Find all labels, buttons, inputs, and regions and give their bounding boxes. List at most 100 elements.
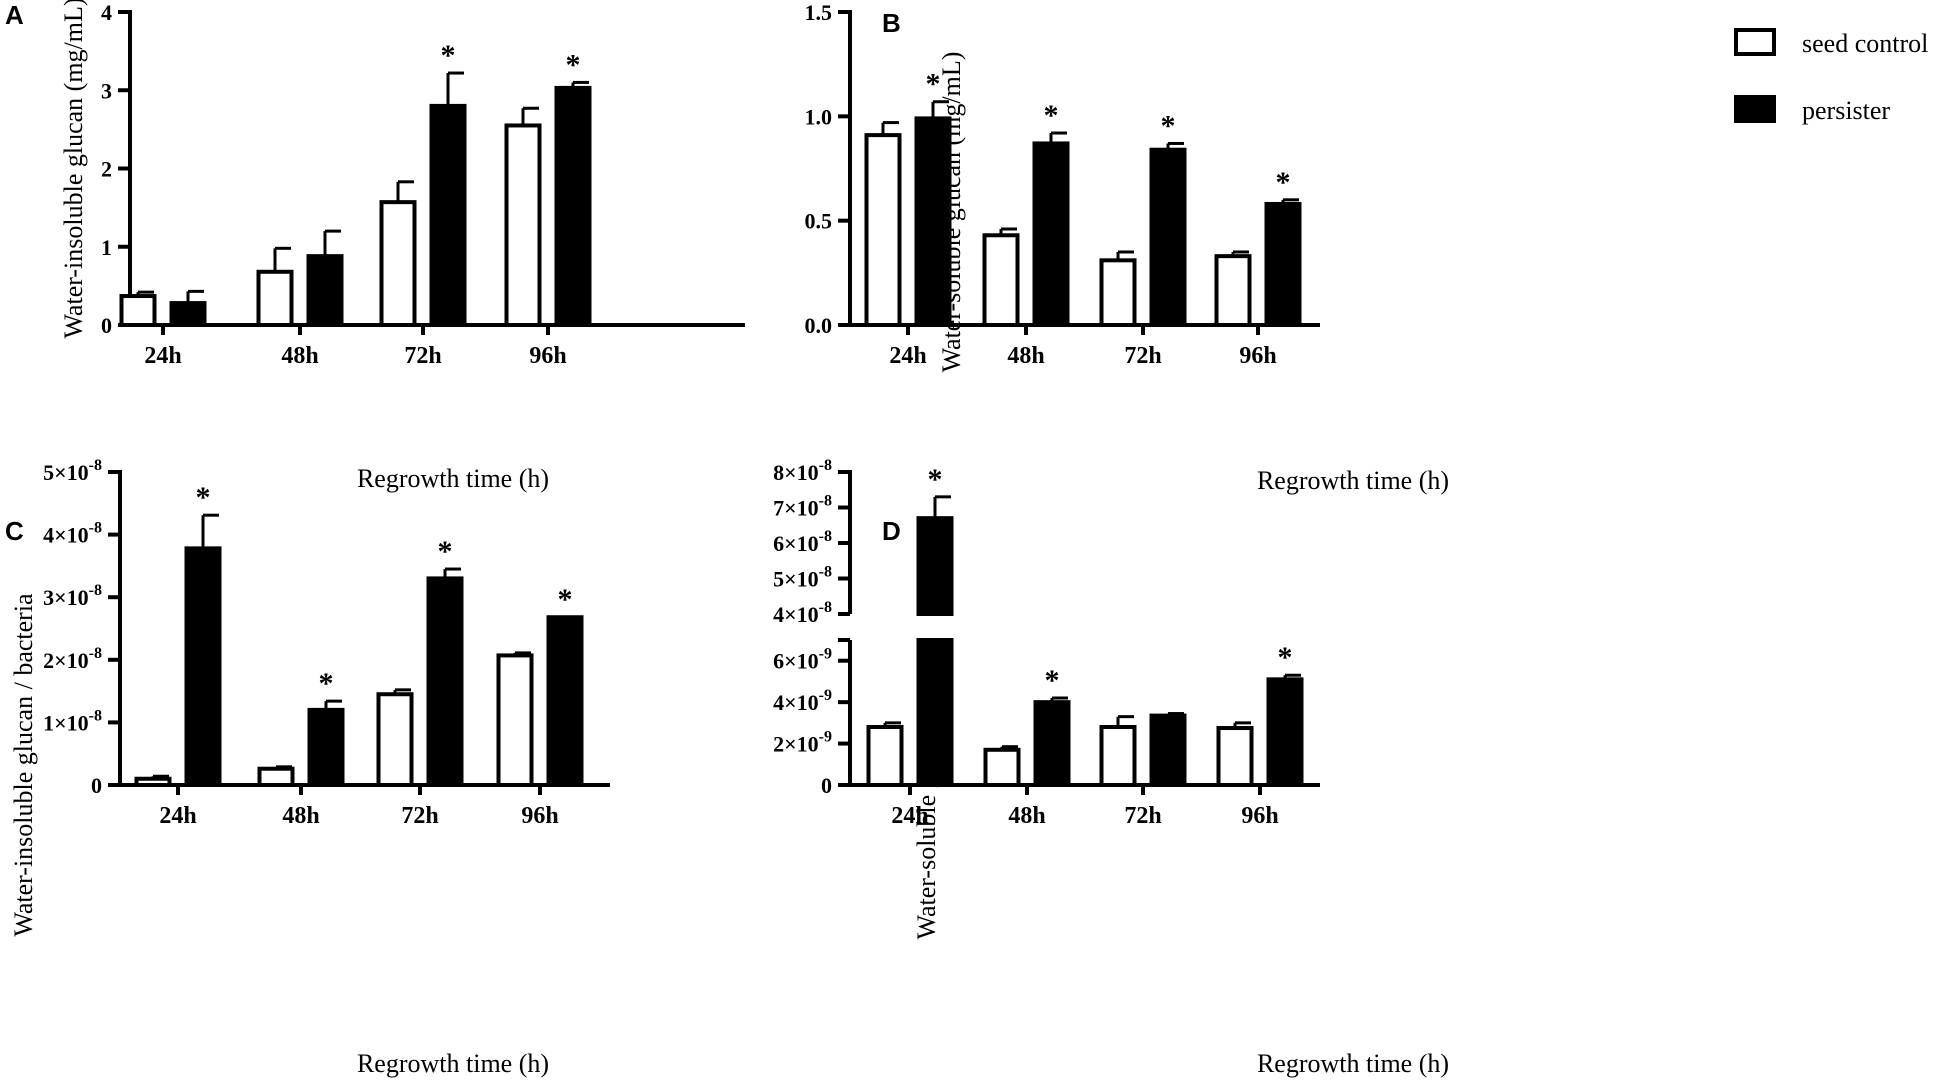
bar-seed-control-72h	[1099, 258, 1137, 327]
significance-star-persister-72h: *	[441, 39, 456, 72]
y-tick-label-c-5: 5×10-8	[43, 457, 102, 485]
bar-persister-48h	[1033, 700, 1071, 788]
panel-letter-a: A	[5, 0, 24, 30]
bar-persister-72h	[426, 576, 464, 787]
y-tick-label-c-1: 1×10-8	[43, 707, 102, 735]
bar-seed-control-48h	[256, 269, 294, 328]
significance-star-persister-72h: *	[1161, 109, 1176, 142]
y-tick-label-b-0: 0.0	[805, 313, 833, 338]
y-tick-label-a-3: 3	[101, 78, 112, 103]
panel-b: B Water-soluble glucan (mg/mL) Regrowth …	[805, 0, 1450, 495]
x-tick-label-48h: 48h	[281, 343, 318, 369]
y-tick-label-d-lower-1: 2×10-9	[773, 729, 832, 757]
x-tick-label-24h: 24h	[891, 803, 928, 829]
panel-d: D Water-soluble glucan / bacteria Regrow…	[773, 457, 1449, 1078]
x-tick-label-96h: 96h	[529, 343, 566, 369]
panel-c: C Water-insoluble glucan / bacteria Regr…	[5, 457, 610, 1078]
x-axis-label-b: Regrowth time (h)	[1257, 466, 1449, 495]
y-tick-label-c-2: 2×10-8	[43, 645, 102, 673]
x-tick-label-96h: 96h	[1239, 343, 1276, 369]
legend-label-persister: persister	[1802, 96, 1890, 125]
legend-label-seed-control: seed control	[1802, 29, 1928, 58]
bar-seed-control-48h	[257, 766, 295, 787]
significance-star-persister-48h: *	[1045, 664, 1060, 697]
x-tick-label-96h: 96h	[521, 803, 558, 829]
panel-letter-c: C	[5, 516, 24, 546]
significance-star-persister-96h: *	[1276, 166, 1291, 199]
y-tick-label-a-4: 4	[101, 0, 112, 25]
bar-seed-control-48h	[983, 747, 1021, 787]
x-tick-label-24h: 24h	[889, 343, 926, 369]
y-tick-label-d-upper-2: 6×10-8	[773, 528, 832, 556]
y-tick-label-d-upper-3: 7×10-8	[773, 493, 832, 521]
y-tick-label-c-0: 0	[91, 773, 102, 798]
bar-seed-control-24h	[866, 725, 904, 787]
bar-seed-control-48h	[982, 233, 1020, 327]
significance-star-persister-96h: *	[566, 48, 581, 81]
x-axis-label-d: Regrowth time (h)	[1257, 1049, 1449, 1078]
x-tick-label-48h: 48h	[282, 803, 319, 829]
y-tick-label-c-4: 4×10-8	[43, 520, 102, 548]
bar-persister-48h	[306, 254, 344, 328]
y-tick-label-d-upper-0: 4×10-8	[773, 599, 832, 627]
panel-a: A Water-insoluble glucan (mg/mL) Regrowt…	[5, 0, 745, 493]
bar-seed-control-24h	[864, 133, 902, 327]
bar-seed-control-72h	[379, 200, 417, 328]
x-tick-label-72h: 72h	[1124, 803, 1161, 829]
legend-swatch-persister	[1734, 95, 1776, 123]
x-tick-label-72h: 72h	[401, 803, 438, 829]
bar-seed-control-96h	[1214, 254, 1252, 328]
y-tick-label-b-2: 1.0	[805, 104, 833, 129]
y-tick-label-d-lower-3: 6×10-9	[773, 646, 832, 674]
x-tick-label-48h: 48h	[1008, 803, 1045, 829]
bar-persister-96h	[1266, 677, 1304, 787]
x-axis-label-a: Regrowth time (h)	[357, 464, 549, 493]
x-tick-label-72h: 72h	[1124, 343, 1161, 369]
y-tick-label-b-3: 1.5	[805, 0, 833, 25]
axis-break-gap	[914, 616, 956, 638]
bar-persister-48h	[307, 707, 345, 788]
panel-letter-d: D	[882, 516, 901, 546]
bar-persister-24h	[916, 516, 954, 788]
bar-persister-72h	[1149, 147, 1187, 327]
x-tick-label-24h: 24h	[159, 803, 196, 829]
y-tick-label-d-upper-4: 8×10-8	[773, 457, 832, 485]
y-tick-label-d-lower-0: 0	[821, 773, 832, 798]
y-tick-label-b-1: 0.5	[805, 209, 833, 234]
bar-persister-96h	[554, 85, 592, 327]
bar-persister-48h	[1032, 141, 1070, 327]
significance-star-persister-48h: *	[319, 667, 334, 700]
y-tick-label-a-2: 2	[101, 157, 112, 182]
y-tick-label-a-0: 0	[101, 313, 112, 338]
significance-star-persister-48h: *	[1044, 99, 1059, 132]
x-tick-label-72h: 72h	[404, 343, 441, 369]
significance-star-persister-24h: *	[928, 463, 943, 496]
bar-persister-72h	[1149, 713, 1187, 787]
bar-seed-control-24h	[134, 776, 172, 787]
significance-star-persister-96h: *	[1278, 641, 1293, 674]
bar-seed-control-72h	[1099, 725, 1137, 787]
bar-seed-control-96h	[1216, 726, 1254, 787]
bar-persister-96h	[1264, 201, 1302, 327]
bar-persister-24h	[184, 546, 222, 788]
panel-letter-b: B	[882, 8, 901, 38]
y-tick-label-c-3: 3×10-8	[43, 582, 102, 610]
bar-persister-24h	[169, 301, 207, 327]
significance-star-persister-24h: *	[196, 481, 211, 514]
bar-seed-control-24h	[119, 294, 157, 327]
y-tick-label-d-lower-2: 4×10-9	[773, 687, 832, 715]
x-axis-label-c: Regrowth time (h)	[357, 1049, 549, 1078]
y-axis-label-a: Water-insoluble glucan (mg/mL)	[59, 0, 88, 339]
bar-seed-control-72h	[376, 692, 414, 787]
bar-seed-control-96h	[504, 123, 542, 328]
y-tick-label-a-1: 1	[101, 235, 112, 260]
bar-persister-24h	[914, 116, 952, 327]
legend-swatch-seed-control	[1734, 28, 1776, 56]
significance-star-persister-72h: *	[438, 535, 453, 568]
bar-persister-72h	[429, 103, 467, 328]
x-tick-label-96h: 96h	[1241, 803, 1278, 829]
significance-star-persister-96h: *	[558, 583, 573, 616]
legend: seed control persister	[1734, 28, 1928, 125]
x-tick-label-48h: 48h	[1007, 343, 1044, 369]
bar-seed-control-96h	[496, 653, 534, 788]
